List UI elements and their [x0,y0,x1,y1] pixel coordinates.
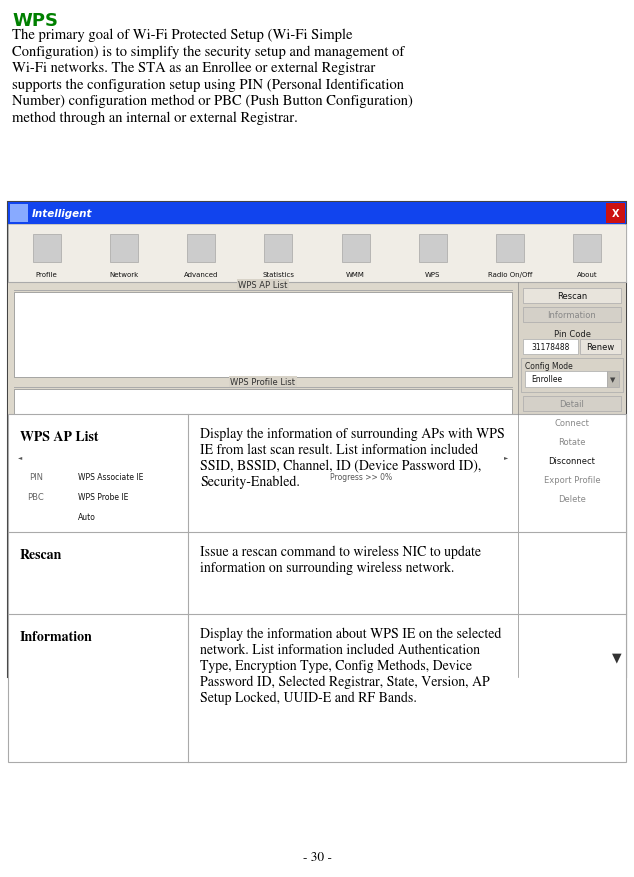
Text: WPS AP List: WPS AP List [20,431,98,444]
Bar [8,415,626,762]
Bar [496,235,524,263]
Bar [8,225,626,282]
Text: Advanced: Advanced [184,272,218,278]
Text: Progress >> 0%: Progress >> 0% [330,472,392,481]
Bar [525,372,607,388]
Bar [518,282,626,677]
Text: Wi-Fi networks. The STA as an Enrollee or external Registrar: Wi-Fi networks. The STA as an Enrollee o… [12,62,375,75]
Bar [500,451,512,463]
Text: ▼: ▼ [611,376,616,382]
Text: Renew: Renew [586,343,614,352]
Bar [8,282,518,677]
Bar [419,235,447,263]
Bar [14,293,512,378]
Text: method through an internal or external Registrar.: method through an internal or external R… [12,111,298,125]
Text: Profile: Profile [36,272,58,278]
Bar [12,468,60,484]
Text: Type, Encryption Type, Config Methods, Device: Type, Encryption Type, Config Methods, D… [200,660,472,673]
Text: Config Mode: Config Mode [525,361,573,371]
Bar [342,235,370,263]
Text: WPS Probe IE: WPS Probe IE [78,493,128,502]
Bar [32,235,61,263]
Bar [523,473,621,488]
Text: ►: ► [504,454,508,460]
Text: Statistics: Statistics [262,272,294,278]
Bar [523,491,621,506]
Text: Number) configuration method or PBC (Push Button Configuration): Number) configuration method or PBC (Pus… [12,95,413,108]
Bar [8,203,626,225]
Bar [8,463,518,677]
Text: Radio On/Off: Radio On/Off [488,272,533,278]
Bar [187,235,215,263]
Text: WPS Profile List: WPS Profile List [231,378,295,387]
Bar [523,308,621,323]
Text: PBC: PBC [28,493,44,502]
Text: Rescan: Rescan [20,548,62,561]
Text: information on surrounding wireless network.: information on surrounding wireless netw… [200,561,455,574]
Bar [65,493,76,503]
Text: Security-Enabled.: Security-Enabled. [200,475,300,488]
Text: Intelligent: Intelligent [32,209,93,218]
Text: WPS Associate IE: WPS Associate IE [78,472,143,481]
Text: Network: Network [109,272,138,278]
Bar [573,235,602,263]
Bar [523,434,621,450]
Text: network. List information included Authentication: network. List information included Authe… [200,643,480,657]
Bar [110,235,138,263]
Text: Information: Information [548,310,597,319]
Text: WPS AP List: WPS AP List [238,281,288,289]
Text: Rescan: Rescan [557,292,587,301]
Bar [521,359,623,393]
Bar [10,204,28,223]
Text: Pin Code: Pin Code [553,330,590,339]
Text: Display the information about WPS IE on the selected: Display the information about WPS IE on … [200,627,501,641]
Text: PIN: PIN [29,472,43,481]
Bar [208,468,514,484]
Bar [580,339,621,354]
Bar [607,372,619,388]
Text: IE from last scan result. List information included: IE from last scan result. List informati… [200,444,478,457]
Bar [523,396,621,411]
Bar [12,489,60,505]
Bar [14,451,512,463]
Bar [523,289,621,303]
Bar [606,203,625,224]
Text: Connect: Connect [555,418,590,427]
Text: - 30 -: - 30 - [302,852,332,863]
Text: WPS: WPS [12,12,58,30]
Bar [208,489,514,505]
Text: SSID, BSSID, Channel, ID (Device Password ID),: SSID, BSSID, Channel, ID (Device Passwor… [200,460,481,473]
Bar [8,203,626,677]
Text: 31178488: 31178488 [531,343,570,352]
Text: Configuration) is to simplify the security setup and management of: Configuration) is to simplify the securi… [12,46,404,59]
Text: The primary goal of Wi-Fi Protected Setup (Wi-Fi Simple: The primary goal of Wi-Fi Protected Setu… [12,29,353,42]
Text: Information: Information [20,631,93,643]
Text: Rotate: Rotate [559,438,586,446]
Bar [14,389,512,450]
Text: Disconnect: Disconnect [548,457,595,466]
Text: WMM: WMM [346,272,365,278]
Bar [14,451,26,463]
Text: Password ID, Selected Registrar, State, Version, AP: Password ID, Selected Registrar, State, … [200,675,489,688]
Text: Setup Locked, UUID-E and RF Bands.: Setup Locked, UUID-E and RF Bands. [200,691,417,704]
Bar [523,453,621,468]
Bar [523,339,578,354]
Text: About: About [577,272,598,278]
Text: WPS: WPS [425,272,441,278]
Bar [65,472,76,482]
Text: Detail: Detail [560,400,585,409]
Bar [523,416,621,431]
Bar [65,511,76,523]
Text: Issue a rescan command to wireless NIC to update: Issue a rescan command to wireless NIC t… [200,545,481,559]
Text: Delete: Delete [558,495,586,503]
Text: ◄: ◄ [18,454,22,460]
Text: Display the information of surrounding APs with WPS: Display the information of surrounding A… [200,427,505,441]
Text: X: X [612,209,619,218]
Text: Export Profile: Export Profile [544,475,600,484]
Text: supports the configuration setup using PIN (Personal Identification: supports the configuration setup using P… [12,78,404,92]
Text: Auto: Auto [78,512,96,521]
Text: Enrollee: Enrollee [531,375,562,384]
Text: ▼: ▼ [612,650,622,663]
Bar [264,235,292,263]
